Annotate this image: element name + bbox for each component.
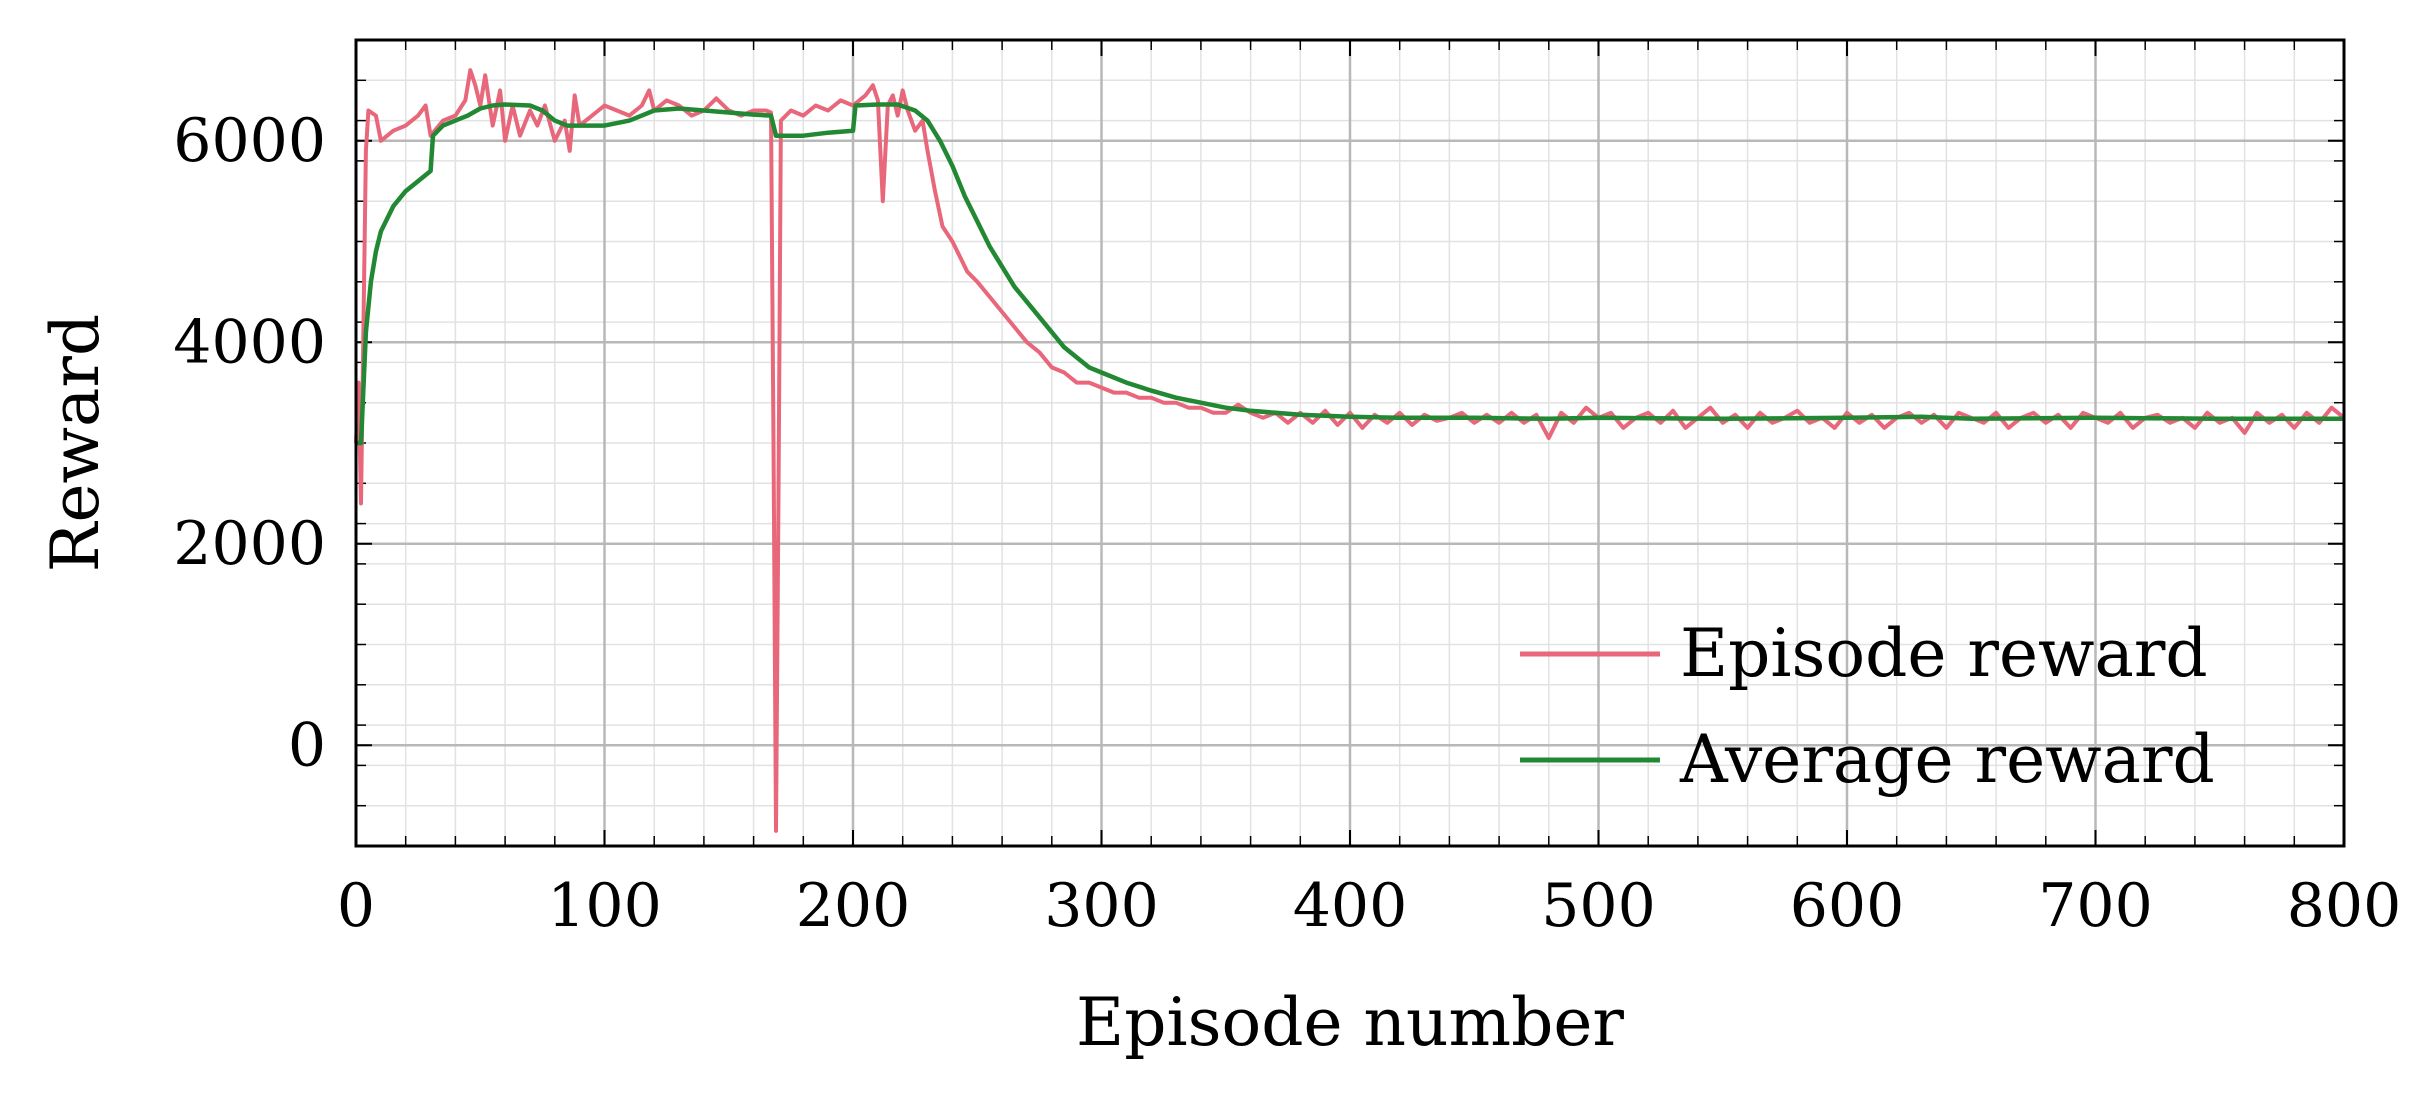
y-tick-labels: 0 2000 4000 6000	[173, 106, 326, 781]
y-axis-title: Reward	[37, 314, 114, 572]
x-tick-label: 500	[1541, 871, 1656, 941]
y-tick-label: 0	[288, 710, 326, 780]
x-tick-label: 400	[1293, 871, 1408, 941]
x-axis-title: Episode number	[1076, 984, 1624, 1061]
x-tick-label: 100	[547, 871, 662, 941]
x-tick-label: 200	[796, 871, 911, 941]
series-line-average-reward	[356, 102, 2344, 446]
legend: Episode reward Average reward	[1520, 615, 2215, 798]
series-layer	[354, 68, 2346, 833]
x-tick-label: 700	[2038, 871, 2153, 941]
x-tick-label: 300	[1044, 871, 1159, 941]
legend-label-average-reward: Average reward	[1679, 721, 2215, 798]
y-tick-label: 4000	[173, 307, 326, 377]
x-tick-label: 0	[337, 871, 375, 941]
legend-label-episode-reward: Episode reward	[1680, 615, 2208, 692]
y-tick-label: 6000	[173, 106, 326, 176]
x-tick-label: 600	[1790, 871, 1905, 941]
series-line-episode-reward	[354, 68, 2346, 833]
x-tick-label: 800	[2287, 871, 2402, 941]
y-tick-label: 2000	[173, 509, 326, 579]
major-grid	[354, 40, 2346, 846]
plot-frame	[354, 38, 2346, 848]
x-tick-labels: 0 100 200 300 400 500 600 700 800	[337, 871, 2401, 941]
